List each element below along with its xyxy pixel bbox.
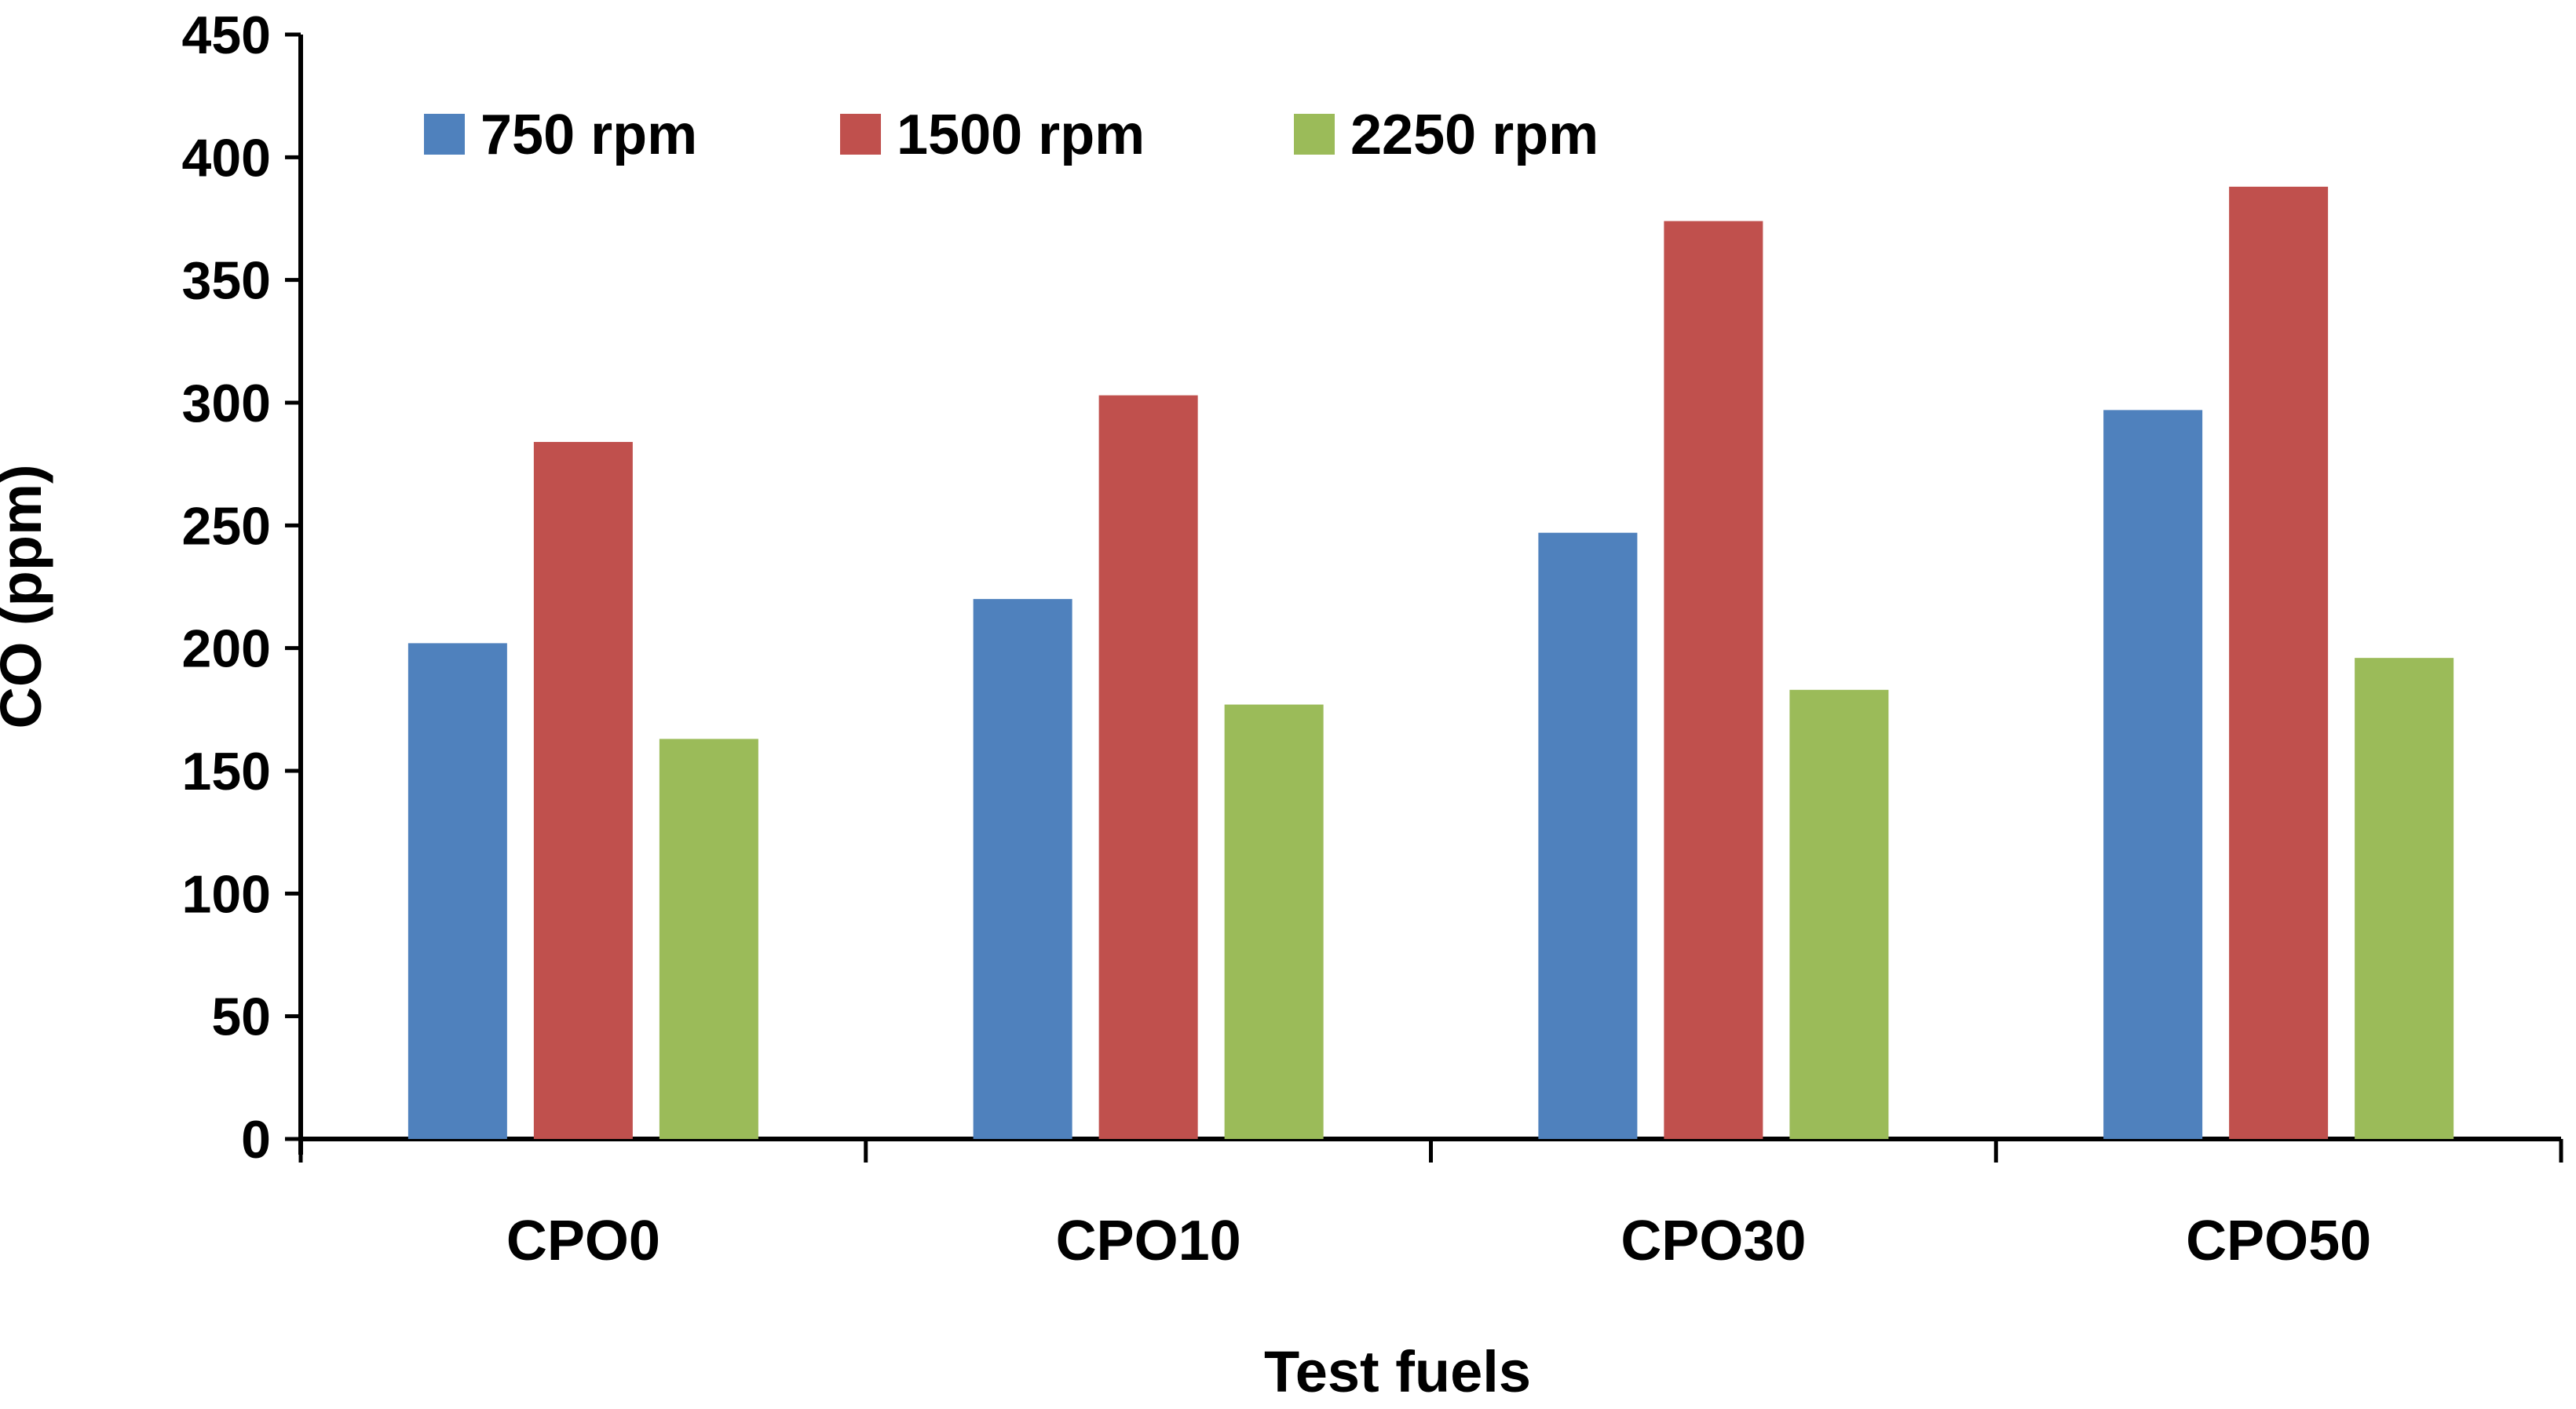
legend: 750 rpm 1500 rpm 2250 rpm bbox=[424, 104, 1599, 166]
bar-2250-rpm-CPO10 bbox=[1224, 704, 1324, 1139]
y-tick-label: 150 bbox=[182, 742, 271, 801]
x-category-label: CPO30 bbox=[1621, 1210, 1806, 1272]
x-axis-title: Test fuels bbox=[1264, 1339, 1531, 1404]
y-tick-label: 50 bbox=[211, 987, 271, 1047]
y-tick-label: 250 bbox=[182, 496, 271, 556]
y-tick-label: 100 bbox=[182, 864, 271, 924]
legend-label: 2250 rpm bbox=[1350, 104, 1599, 166]
x-axis: CPO0 CPO10 CPO30 CPO50 bbox=[298, 1137, 2563, 1272]
y-tick-label: 350 bbox=[182, 251, 271, 311]
bar-1500-rpm-CPO50 bbox=[2229, 186, 2329, 1140]
bars bbox=[407, 186, 2454, 1140]
y-tick-label: 0 bbox=[241, 1110, 271, 1170]
legend-swatch bbox=[424, 114, 465, 155]
bar-750-rpm-CPO30 bbox=[1538, 532, 1638, 1139]
bar-2250-rpm-CPO50 bbox=[2355, 658, 2454, 1139]
legend-swatch bbox=[840, 114, 881, 155]
bar-1500-rpm-CPO0 bbox=[533, 442, 633, 1139]
bar-1500-rpm-CPO10 bbox=[1098, 395, 1198, 1139]
x-category-label: CPO50 bbox=[2186, 1210, 2371, 1272]
x-category-label: CPO10 bbox=[1056, 1210, 1241, 1272]
y-tick-label: 300 bbox=[182, 374, 271, 433]
bar-750-rpm-CPO10 bbox=[973, 599, 1072, 1139]
y-tick-label: 450 bbox=[182, 5, 271, 65]
bar-2250-rpm-CPO0 bbox=[659, 739, 758, 1139]
legend-label: 750 rpm bbox=[480, 104, 697, 166]
y-tick-label: 200 bbox=[182, 619, 271, 679]
bar-1500-rpm-CPO30 bbox=[1664, 221, 1763, 1139]
y-axis-title: CO (ppm) bbox=[0, 464, 53, 728]
legend-swatch bbox=[1294, 114, 1335, 155]
y-axis: 0 50 100 150 200 250 300 350 400 450 bbox=[182, 5, 303, 1170]
x-category-label: CPO0 bbox=[506, 1210, 660, 1272]
bar-2250-rpm-CPO30 bbox=[1789, 689, 1889, 1139]
legend-label: 1500 rpm bbox=[897, 104, 1145, 166]
bar-750-rpm-CPO50 bbox=[2103, 410, 2203, 1139]
y-tick-label: 400 bbox=[182, 128, 271, 188]
bar-750-rpm-CPO0 bbox=[407, 643, 507, 1139]
